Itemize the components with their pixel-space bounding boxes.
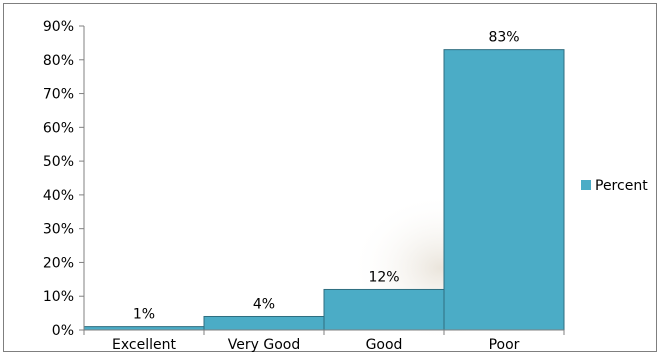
y-tick-label: 50% (43, 154, 74, 170)
y-tick-label: 0% (52, 323, 74, 339)
y-tick-label: 10% (43, 289, 74, 305)
data-label: 83% (488, 30, 519, 46)
y-axis-ticks: 0% 10% 20% 30% 40% 50% 60% 70% 80% 90% (43, 19, 84, 339)
x-tick-label: Good (366, 337, 403, 353)
x-tick-label: Excellent (112, 337, 176, 353)
y-tick-label: 90% (43, 19, 74, 35)
x-tick-label: Poor (489, 337, 520, 353)
y-tick-label: 20% (43, 255, 74, 271)
y-tick-label: 80% (43, 53, 74, 69)
y-tick-label: 70% (43, 87, 74, 103)
legend-swatch (581, 180, 591, 190)
bar-very-good (203, 315, 325, 331)
y-tick-label: 40% (43, 188, 74, 204)
x-axis-ticks: Excellent Very Good Good Poor (83, 330, 565, 353)
data-labels: 1% 4% 12% 83% (133, 30, 520, 323)
data-label: 4% (253, 296, 275, 312)
bars (83, 49, 565, 331)
bar-good (323, 288, 445, 331)
legend-label: Percent (595, 178, 648, 194)
data-label: 12% (368, 269, 399, 285)
y-tick-label: 60% (43, 120, 74, 136)
x-tick-label: Very Good (228, 337, 300, 353)
bar-poor (443, 49, 565, 331)
data-label: 1% (133, 307, 155, 323)
bar-excellent (83, 326, 205, 331)
y-tick-label: 30% (43, 222, 74, 238)
legend: Percent (581, 178, 648, 194)
